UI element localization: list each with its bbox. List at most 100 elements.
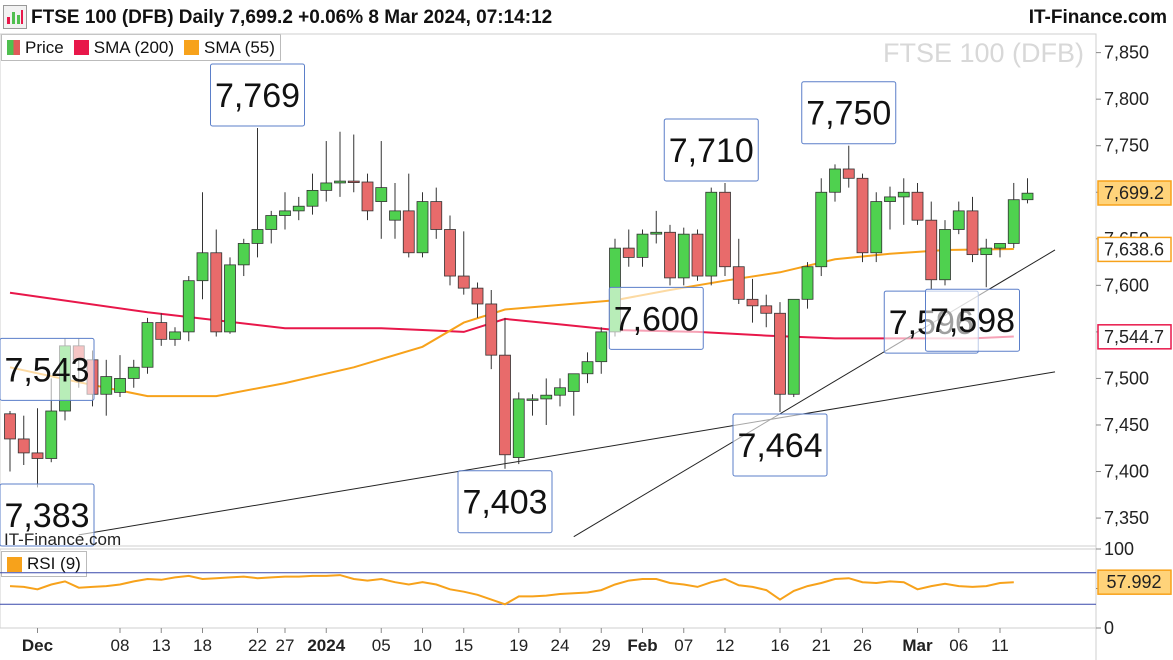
candle-up xyxy=(334,180,346,184)
legend-label-sma200: SMA (200) xyxy=(93,37,175,57)
date-axis-label: Feb xyxy=(627,636,657,655)
candle-up xyxy=(45,410,58,459)
candle-up xyxy=(224,264,236,333)
date-axis-label: 08 xyxy=(111,636,130,655)
rsi-value-label: 57.992 xyxy=(1106,572,1161,592)
candle-up xyxy=(636,233,649,258)
price-axis-label: 7,600 xyxy=(1104,275,1149,295)
price-tag-box xyxy=(1097,324,1172,350)
candle-up xyxy=(787,298,800,395)
date-axis-label: 07 xyxy=(674,636,693,655)
candle-up xyxy=(389,210,401,221)
candle-down xyxy=(856,177,869,254)
candle-up xyxy=(801,266,814,300)
candle-up xyxy=(196,252,209,282)
candle-down xyxy=(732,266,745,300)
legend-swatch-sma55 xyxy=(184,40,200,55)
candle-up xyxy=(884,196,896,202)
date-axis-label: 22 xyxy=(248,636,267,655)
candle-up xyxy=(320,182,333,191)
candle-up xyxy=(994,243,1006,249)
price-callout-label: 7,750 xyxy=(806,95,891,133)
price-axis-label: 7,800 xyxy=(1104,89,1149,109)
candle-up xyxy=(526,398,539,401)
candle-up xyxy=(127,366,140,379)
price-callout-label: 7,383 xyxy=(4,497,89,535)
date-axis-label: 21 xyxy=(812,636,831,655)
price-axis-label: 7,350 xyxy=(1104,508,1149,528)
candle-down xyxy=(691,233,704,277)
candle-down xyxy=(760,305,773,314)
candle-up xyxy=(141,322,154,368)
candle-up xyxy=(265,215,278,230)
rsi-axis-label: 100 xyxy=(1104,539,1134,559)
candle-down xyxy=(719,191,731,268)
chart-title: FTSE 100 (DFB) Daily 7,699.2 +0.06% 8 Ma… xyxy=(31,7,553,28)
candle-up xyxy=(595,331,608,363)
legend-label-price: Price xyxy=(25,37,64,57)
candle-down xyxy=(925,219,938,281)
candle-up xyxy=(677,233,690,279)
candle-down xyxy=(402,210,415,254)
chart-logo-icon xyxy=(3,5,27,29)
date-axis-label: 16 xyxy=(771,636,790,655)
candle-down xyxy=(842,168,855,179)
chart-legend: Price SMA (200) SMA (55) xyxy=(1,34,281,61)
date-axis-label: 11 xyxy=(991,636,1009,655)
price-callout-box xyxy=(925,288,1020,352)
candle-up xyxy=(251,229,264,244)
candle-up xyxy=(279,210,291,216)
price-callout-label: 7,464 xyxy=(737,427,822,465)
candle-up xyxy=(939,229,951,281)
date-axis-label: 26 xyxy=(853,636,872,655)
rsi-plot-frame xyxy=(0,548,1097,629)
candle-up xyxy=(182,280,195,333)
price-tag-label: 7,699.2 xyxy=(1104,183,1164,203)
date-axis-label: 06 xyxy=(949,636,968,655)
chart-watermark-title: FTSE 100 (DFB) xyxy=(883,38,1084,68)
date-axis-label: 27 xyxy=(276,636,295,655)
price-tag-box xyxy=(1097,236,1172,263)
candle-up xyxy=(952,210,965,230)
rsi-value-tag xyxy=(1097,569,1172,595)
price-callout-label: 7,600 xyxy=(614,300,699,338)
price-callout-label: 7,598 xyxy=(930,302,1015,340)
price-callout-label: 7,403 xyxy=(462,484,547,522)
rsi-legend-swatch xyxy=(7,556,22,572)
candle-down xyxy=(457,275,470,289)
candle-down xyxy=(911,191,924,221)
price-callout-box xyxy=(457,470,553,534)
candle-down xyxy=(4,413,16,440)
price-tag-label: 7,638.6 xyxy=(1104,239,1164,259)
price-callout-label: 7,543 xyxy=(4,351,89,389)
price-axis-label: 7,500 xyxy=(1104,368,1149,388)
date-axis-label: 10 xyxy=(413,636,432,655)
candle-up xyxy=(100,376,113,395)
candle-up xyxy=(512,398,525,458)
date-axis-label: 13 xyxy=(152,636,171,655)
candle-up xyxy=(980,247,993,256)
candle-down xyxy=(622,247,635,258)
price-callout-box xyxy=(210,63,305,127)
price-callout-box xyxy=(0,483,95,547)
sma55-line xyxy=(9,248,1014,398)
candle-up xyxy=(870,201,883,254)
date-axis-label: 15 xyxy=(454,636,473,655)
candle-down xyxy=(774,312,786,395)
rsi-axis-label: 0 xyxy=(1104,618,1114,638)
candle-up xyxy=(540,394,553,400)
candle-up xyxy=(650,231,663,235)
candle-down xyxy=(746,298,759,307)
chart-header: FTSE 100 (DFB) Daily 7,699.2 +0.06% 8 Ma… xyxy=(0,0,1173,34)
price-callout-box xyxy=(608,286,704,350)
candle-down xyxy=(210,252,223,333)
candle-up xyxy=(897,191,910,198)
candle-up xyxy=(169,331,181,340)
date-axis-label: 2024 xyxy=(307,636,345,655)
candle-down xyxy=(155,322,168,340)
candle-up xyxy=(815,191,828,268)
date-axis-label: Mar xyxy=(902,636,933,655)
candle-up xyxy=(554,387,566,396)
trendline xyxy=(78,371,1056,536)
